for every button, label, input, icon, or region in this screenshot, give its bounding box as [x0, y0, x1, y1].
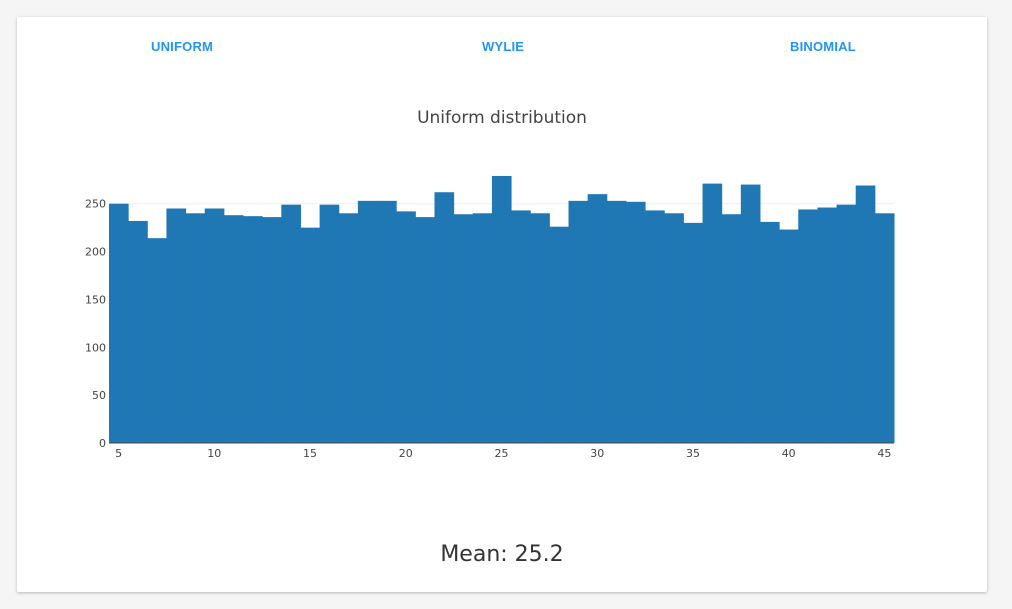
x-tick-label-40: 40: [782, 447, 796, 460]
y-tick-label-0: 0: [99, 437, 106, 450]
bar-21[interactable]: [415, 217, 435, 443]
y-tick-label-200: 200: [85, 246, 106, 259]
bar-12[interactable]: [243, 216, 263, 443]
chart-svg: 0 50 100 150 200 250 5 10 15 20 25 30 35 40 45: [85, 175, 895, 460]
bar-20[interactable]: [396, 211, 416, 443]
bar-11[interactable]: [223, 215, 244, 443]
bar-14[interactable]: [281, 204, 301, 443]
bar-39[interactable]: [759, 221, 780, 443]
bar-23[interactable]: [453, 214, 474, 443]
bar-31[interactable]: [606, 200, 627, 443]
bar-38[interactable]: [740, 184, 761, 444]
bar-42[interactable]: [817, 207, 838, 443]
tab-wylie[interactable]: WYLIE: [482, 39, 525, 54]
histogram-chart: Uniform distribution 0 50 100 150 200 250 5 10 1…: [17, 87, 987, 507]
bar-18[interactable]: [357, 200, 378, 443]
bar-33[interactable]: [645, 210, 665, 443]
bar-13[interactable]: [262, 217, 282, 443]
x-tick-label-15: 15: [303, 447, 317, 460]
bar-27[interactable]: [530, 213, 550, 443]
bar-29[interactable]: [568, 200, 589, 443]
bar-layer: [109, 175, 895, 444]
y-tick-label-150: 150: [85, 293, 106, 306]
bar-45[interactable]: [874, 213, 895, 443]
x-tick-label-35: 35: [686, 447, 700, 460]
bar-15[interactable]: [300, 227, 321, 443]
bar-32[interactable]: [625, 201, 646, 443]
bar-8[interactable]: [166, 208, 187, 444]
bar-35[interactable]: [683, 222, 704, 443]
bar-16[interactable]: [319, 204, 340, 443]
tab-uniform[interactable]: UNIFORM: [151, 39, 214, 54]
bar-22[interactable]: [434, 192, 455, 443]
bar-6[interactable]: [128, 220, 148, 443]
y-tick-label-250: 250: [85, 198, 106, 211]
x-tick-label-45: 45: [877, 447, 891, 460]
axis-layer: 0 50 100 150 200 250 5 10 15 20 25 30 35 40 45: [85, 198, 894, 460]
tab-binomial[interactable]: BINOMIAL: [790, 39, 856, 54]
bar-36[interactable]: [702, 183, 723, 443]
bar-34[interactable]: [664, 213, 684, 443]
mean-value: Mean: 25.2: [440, 542, 564, 567]
y-tick-label-50: 50: [92, 389, 106, 402]
card: UNIFORM WYLIE BINOMIAL Uniform distribut…: [17, 17, 987, 592]
bar-44[interactable]: [855, 185, 876, 443]
x-tick-label-5: 5: [115, 447, 122, 460]
x-tick-label-20: 20: [399, 447, 413, 460]
bar-9[interactable]: [185, 213, 206, 443]
tab-bar: UNIFORM WYLIE BINOMIAL: [17, 17, 987, 77]
chart-title: Uniform distribution: [417, 108, 587, 128]
bar-37[interactable]: [721, 214, 742, 443]
y-tick-label-100: 100: [85, 341, 106, 354]
bar-26[interactable]: [511, 210, 531, 443]
bar-28[interactable]: [549, 226, 570, 443]
x-tick-label-30: 30: [590, 447, 604, 460]
bar-17[interactable]: [338, 213, 359, 443]
bar-19[interactable]: [377, 200, 397, 443]
bar-10[interactable]: [204, 208, 225, 444]
bar-43[interactable]: [836, 204, 857, 443]
bar-40[interactable]: [779, 229, 799, 443]
bar-25[interactable]: [491, 175, 512, 443]
bar-41[interactable]: [798, 209, 818, 443]
bar-5[interactable]: [109, 203, 129, 443]
bar-30[interactable]: [587, 194, 608, 443]
bar-7[interactable]: [147, 238, 167, 443]
bar-24[interactable]: [472, 213, 493, 443]
x-tick-label-25: 25: [495, 447, 509, 460]
x-tick-label-10: 10: [207, 447, 221, 460]
